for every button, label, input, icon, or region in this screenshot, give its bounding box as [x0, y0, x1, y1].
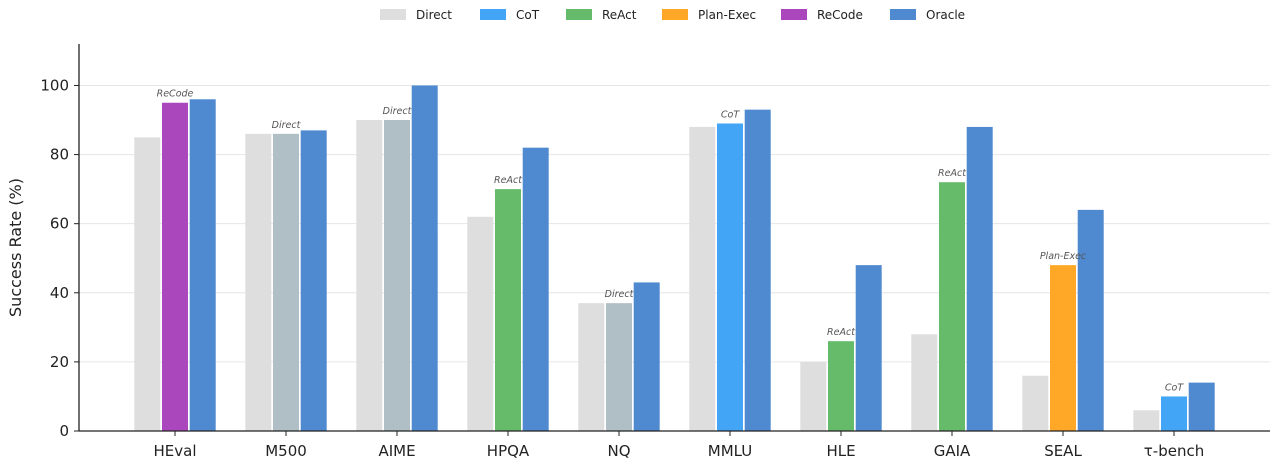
y-tick-label: 100	[40, 76, 69, 94]
legend-label: Plan-Exec	[698, 8, 756, 22]
best-method-annotation: ReCode	[157, 89, 194, 100]
best-method-annotation: Direct	[605, 289, 635, 300]
legend-label: ReAct	[602, 8, 637, 22]
bar-oracle-2	[411, 85, 438, 431]
bar-oracle-1	[300, 130, 327, 432]
bar-direct-7	[911, 334, 938, 431]
bar-oracle-0	[189, 99, 216, 432]
bar-best-5	[717, 123, 743, 432]
x-tick-label: HEval	[154, 442, 197, 460]
bar-best-6	[828, 341, 854, 431]
best-method-annotation: ReAct	[827, 327, 856, 338]
x-tick-label: M500	[265, 442, 307, 460]
bar-direct-6	[800, 361, 827, 431]
x-tick-label: HLE	[826, 442, 855, 460]
best-method-annotation: ReAct	[494, 175, 523, 186]
bar-oracle-5	[744, 109, 771, 431]
legend-swatch	[380, 9, 406, 20]
bar-direct-9	[1133, 410, 1160, 431]
legend-swatch	[480, 9, 506, 20]
bar-best-4	[606, 303, 632, 431]
bars	[134, 85, 1215, 432]
bar-best-3	[495, 189, 521, 431]
x-tick-label: SEAL	[1044, 442, 1082, 460]
best-method-annotation: Plan-Exec	[1040, 251, 1087, 262]
bar-direct-0	[134, 137, 161, 431]
y-axis-label: Success Rate (%)	[6, 178, 25, 317]
bar-direct-1	[245, 133, 272, 431]
bar-oracle-3	[522, 147, 549, 432]
legend-swatch	[890, 9, 916, 20]
legend-label: CoT	[516, 8, 540, 22]
bar-best-7	[939, 182, 965, 431]
x-tick-label: GAIA	[934, 442, 971, 460]
best-method-annotation: CoT	[721, 109, 740, 120]
axes: Success Rate (%) HEval M500 AIME HPQA NQ MMLU…	[6, 44, 1270, 460]
legend: Direct CoT ReAct Plan-Exec ReCode Oracle	[380, 8, 965, 22]
legend-label: ReCode	[817, 8, 863, 22]
bar-best-0	[162, 102, 188, 431]
best-method-annotation: CoT	[1165, 382, 1184, 393]
x-tick-label: NQ	[607, 442, 630, 460]
x-tick-label: τ-bench	[1144, 442, 1204, 460]
x-tick-label: MMLU	[708, 442, 752, 460]
bar-oracle-6	[855, 265, 882, 431]
y-tick-label: 40	[50, 284, 69, 302]
bar-oracle-9	[1188, 382, 1215, 431]
bar-direct-3	[467, 216, 494, 431]
bar-oracle-4	[633, 282, 660, 431]
bar-oracle-8	[1077, 209, 1104, 431]
legend-swatch	[662, 9, 688, 20]
bar-direct-5	[689, 126, 716, 431]
best-method-annotation: ReAct	[938, 168, 967, 179]
x-tick-label: HPQA	[487, 442, 530, 460]
best-method-annotation: Direct	[383, 106, 413, 117]
bar-best-8	[1050, 265, 1076, 431]
bar-direct-8	[1022, 375, 1049, 431]
y-tick-label: 20	[50, 353, 69, 371]
y-tick-label: 80	[50, 146, 69, 164]
bar-best-2	[384, 120, 410, 432]
legend-swatch	[781, 9, 807, 20]
y-tick-label: 0	[59, 422, 69, 440]
bar-direct-2	[356, 120, 383, 432]
y-tick-label: 60	[50, 215, 69, 233]
legend-swatch	[566, 9, 592, 20]
legend-label: Oracle	[926, 8, 965, 22]
legend-label: Direct	[416, 8, 452, 22]
x-tick-label: AIME	[378, 442, 415, 460]
best-method-annotation: Direct	[272, 120, 302, 131]
bar-annotations: ReCode Direct Direct ReAct Direct CoT ReAct ReA…	[157, 89, 1185, 394]
bar-best-9	[1161, 396, 1187, 431]
bar-oracle-7	[966, 126, 993, 431]
bar-direct-4	[578, 303, 605, 431]
bar-best-1	[273, 133, 299, 431]
